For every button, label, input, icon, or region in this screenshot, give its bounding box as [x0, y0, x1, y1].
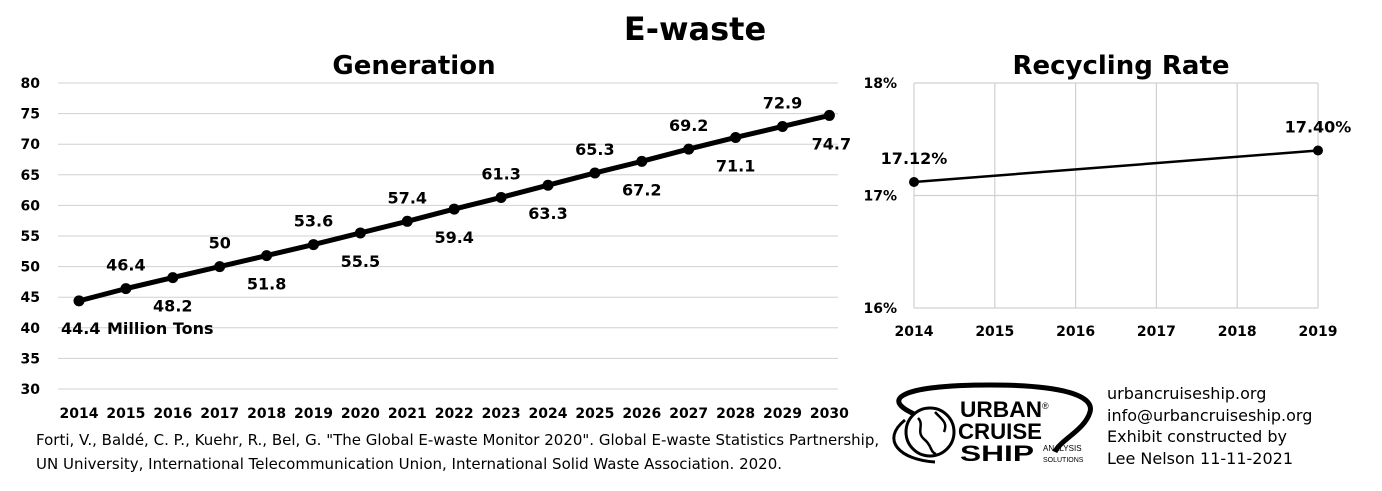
data-point [448, 203, 460, 215]
contact-credit-2: Lee Nelson 11-11-2021 [1107, 449, 1293, 468]
data-point [261, 250, 273, 262]
data-label: 67.2 [622, 180, 661, 199]
series-line [913, 149, 1319, 184]
data-point [308, 239, 319, 251]
logo-word-2: CRUISE [958, 419, 1042, 444]
x-tick-label: 2030 [810, 406, 849, 422]
source-line-2: UN University, International Telecommuni… [36, 455, 782, 473]
x-tick-label: 2022 [435, 406, 474, 422]
y-tick-label: 17% [863, 189, 897, 205]
logo-sub-2: SOLUTIONS [1043, 457, 1084, 464]
data-point [683, 143, 695, 155]
x-tick-label: 2018 [1218, 324, 1257, 340]
data-point [214, 261, 226, 273]
data-label: 71.1 [716, 156, 755, 175]
logo-registered-mark: ® [1042, 401, 1049, 411]
data-point [730, 131, 742, 143]
x-tick-label: 2014 [895, 324, 934, 340]
y-tick-label: 45 [21, 290, 40, 306]
data-label: 46.4 [106, 256, 145, 275]
contact-website: urbancruiseship.org [1107, 384, 1266, 403]
data-point [542, 179, 554, 191]
x-tick-label: 2017 [1137, 324, 1176, 340]
logo-word-3: SHIP [960, 441, 1034, 466]
data-label: 51.8 [247, 275, 286, 294]
x-tick-label: 2016 [1056, 324, 1095, 340]
unit-annotation: Million Tons [107, 319, 214, 338]
y-tick-label: 75 [21, 107, 40, 123]
x-tick-label: 2026 [622, 406, 661, 422]
x-tick-label: 2025 [575, 406, 614, 422]
x-tick-label: 2028 [716, 406, 755, 422]
y-tick-label: 60 [21, 198, 41, 214]
x-tick-label: 2017 [200, 406, 239, 422]
data-point [636, 155, 648, 167]
data-point [823, 109, 835, 121]
recycling-title: Recycling Rate [1012, 51, 1229, 81]
x-tick-label: 2018 [247, 406, 286, 422]
logo-swoosh [896, 382, 1093, 454]
data-point [495, 191, 507, 203]
data-point [909, 177, 919, 187]
data-label: 72.9 [763, 93, 802, 112]
x-tick-label: 2019 [1299, 324, 1338, 340]
x-tick-label: 2029 [763, 406, 802, 422]
recycling-chart: Recycling Rate 16% 17% 18% 2014 2015 2016 201… [863, 51, 1351, 340]
generation-title: Generation [332, 51, 495, 81]
data-point [589, 167, 601, 179]
data-label: 44.4 [61, 319, 100, 338]
data-label: 57.4 [388, 188, 427, 207]
data-label: 17.40% [1285, 118, 1352, 137]
generation-chart: Generation 30 35 40 45 50 55 60 65 70 75 80 2014 20… [21, 51, 852, 422]
x-tick-label: 2015 [106, 406, 145, 422]
x-tick-label: 2020 [341, 406, 380, 422]
y-tick-label: 80 [21, 76, 41, 92]
data-label: 63.3 [528, 204, 567, 223]
data-label: 50 [209, 234, 231, 253]
logo-sub-1: ANALYSIS [1043, 444, 1082, 453]
data-label: 53.6 [294, 212, 333, 231]
data-point [1313, 145, 1323, 156]
data-label: 69.2 [669, 116, 708, 135]
source-line-1: Forti, V., Baldé, C. P., Kuehr, R., Bel,… [36, 431, 879, 449]
x-tick-label: 2023 [482, 406, 521, 422]
data-point [354, 227, 366, 239]
data-point [73, 295, 85, 307]
data-label: 17.12% [881, 149, 948, 168]
data-label: 74.7 [812, 134, 851, 153]
main-title: E-waste [624, 10, 766, 48]
y-tick-label: 35 [21, 351, 40, 367]
logo-word-1: URBAN [960, 397, 1042, 422]
data-label: 65.3 [575, 140, 614, 159]
data-point [777, 120, 788, 132]
y-tick-label: 30 [21, 382, 41, 398]
y-tick-label: 70 [21, 137, 41, 153]
data-label: 61.3 [481, 164, 520, 183]
data-label: 48.2 [153, 297, 192, 316]
logo-tail [892, 418, 936, 464]
y-tick-label: 40 [21, 321, 41, 337]
x-tick-label: 2016 [153, 406, 192, 422]
data-point [120, 283, 132, 295]
x-tick-label: 2014 [60, 406, 99, 422]
y-tick-label: 18% [863, 76, 897, 92]
x-tick-label: 2015 [975, 324, 1014, 340]
x-tick-label: 2027 [669, 406, 708, 422]
x-tick-label: 2021 [388, 406, 427, 422]
y-tick-label: 50 [21, 260, 41, 276]
y-tick-label: 16% [863, 301, 897, 317]
data-label: 59.4 [434, 228, 473, 247]
x-tick-label: 2024 [529, 406, 568, 422]
contact-email: info@urbancruiseship.org [1107, 406, 1312, 425]
y-tick-label: 65 [21, 168, 40, 184]
data-point [167, 272, 179, 284]
data-label: 55.5 [341, 252, 380, 271]
x-tick-label: 2019 [294, 406, 333, 422]
data-point [401, 215, 413, 227]
urban-cruise-ship-logo: URBAN CRUISE SHIP ANALYSIS SOLUTIONS ® [892, 382, 1093, 466]
contact-credit-1: Exhibit constructed by [1107, 427, 1287, 446]
y-tick-label: 55 [21, 229, 40, 245]
